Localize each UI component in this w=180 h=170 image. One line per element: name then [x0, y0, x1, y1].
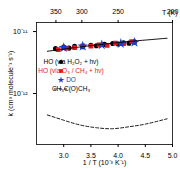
- svg-text:5.0: 5.0: [168, 152, 178, 159]
- svg-text:CH₃C(O)CH₃: CH₃C(O)CH₃: [52, 85, 91, 93]
- svg-text:300: 300: [76, 8, 88, 15]
- svg-text:3.0: 3.0: [59, 152, 69, 159]
- svg-text:10⁻¹¹: 10⁻¹¹: [13, 28, 28, 35]
- svg-text:350: 350: [50, 8, 62, 15]
- svg-text:HO (via O₃ / CH₄ + hν): HO (via O₃ / CH₄ + hν): [38, 67, 103, 75]
- svg-text:HO (via H₂O₂ + hν): HO (via H₂O₂ + hν): [43, 58, 98, 66]
- svg-text:3.5: 3.5: [86, 152, 96, 160]
- svg-text:DO: DO: [66, 76, 76, 83]
- svg-text:1 / T (10⁻³ K⁻¹): 1 / T (10⁻³ K⁻¹): [83, 159, 126, 167]
- svg-text:250: 250: [112, 8, 124, 15]
- svg-text:T (K): T (K): [162, 9, 177, 17]
- svg-text:k (cm³ molecule⁻¹ s⁻¹): k (cm³ molecule⁻¹ s⁻¹): [7, 51, 15, 117]
- svg-text:4.0: 4.0: [113, 152, 123, 160]
- svg-text:10⁻¹²: 10⁻¹²: [13, 90, 28, 97]
- svg-text:4.5: 4.5: [140, 152, 150, 159]
